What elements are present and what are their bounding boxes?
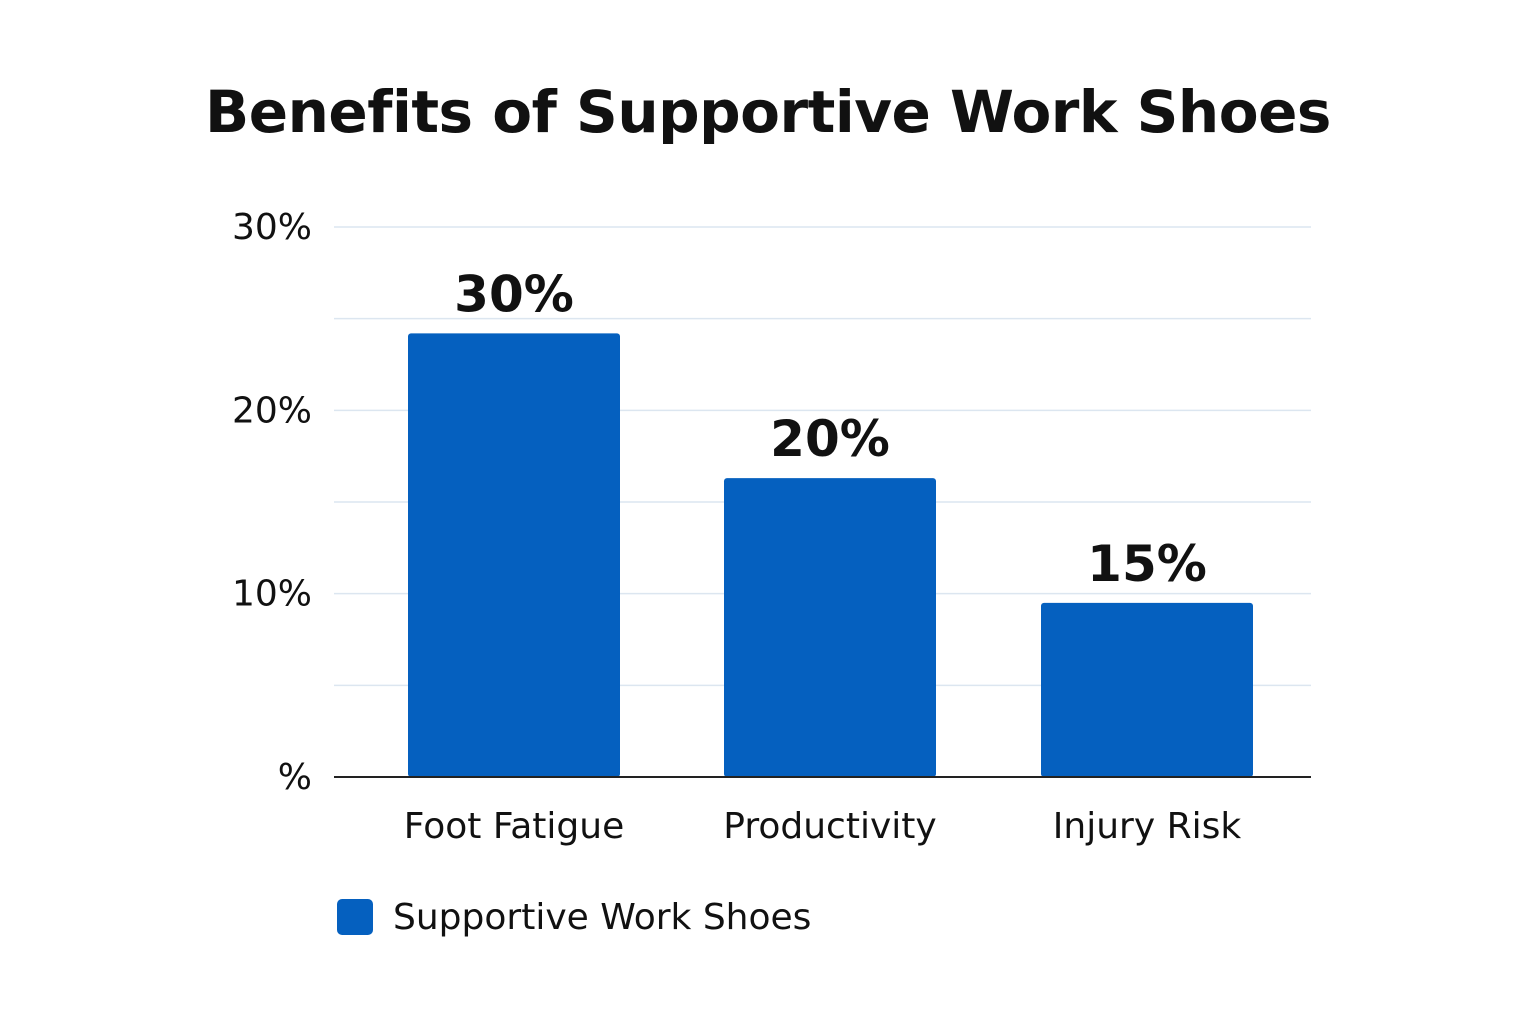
y-tick-label: 20% [232, 390, 312, 431]
bar-foot-fatigue [408, 333, 620, 777]
bars [408, 333, 1253, 777]
legend-label: Supportive Work Shoes [393, 896, 812, 938]
legend-swatch [337, 899, 373, 935]
x-category-label: Foot Fatigue [404, 806, 624, 847]
labels: % 10% 20% 30% 30% Foot Fatigue 20% Productivity… [232, 207, 1241, 847]
data-label: 30% [454, 265, 574, 323]
chart-title: Benefits of Supportive Work Shoes [205, 78, 1331, 146]
legend: Supportive Work Shoes [337, 893, 811, 941]
y-tick-label: 10% [232, 574, 312, 615]
bar-productivity [724, 478, 936, 777]
y-tick-label: 30% [232, 207, 312, 248]
x-category-label: Productivity [723, 806, 936, 847]
y-tick-label: % [278, 757, 312, 798]
data-label: 20% [770, 410, 890, 468]
data-label: 15% [1087, 535, 1207, 593]
bar-injury-risk [1041, 602, 1253, 777]
x-category-label: Injury Risk [1053, 806, 1242, 847]
